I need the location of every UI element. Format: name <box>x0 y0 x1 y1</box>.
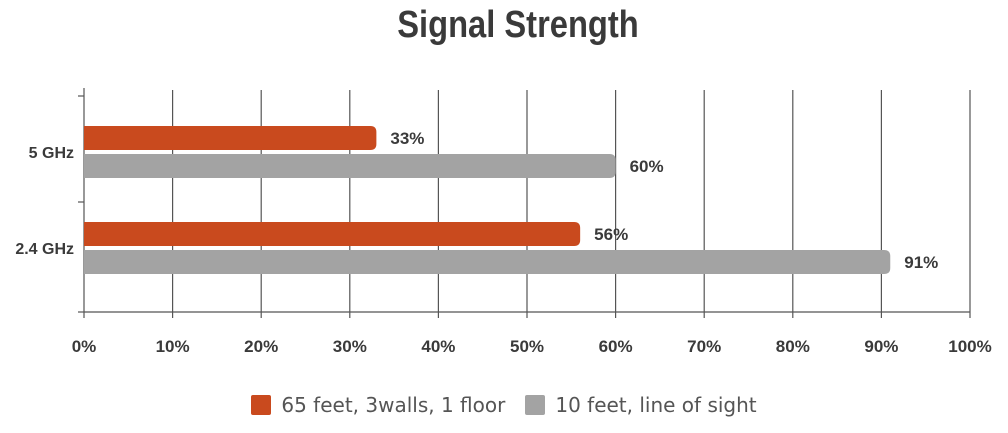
bar <box>84 154 616 178</box>
bar <box>84 222 581 246</box>
legend-item-series-2: 10 feet, line of sight <box>525 393 757 417</box>
data-label: 60% <box>630 157 664 176</box>
data-label: 91% <box>904 253 938 272</box>
x-tick-label: 60% <box>599 337 633 356</box>
x-tick-label: 0% <box>72 337 97 356</box>
legend-swatch-series-1 <box>251 395 272 415</box>
x-tick-label: 100% <box>948 337 991 356</box>
legend-label-series-1: 65 feet, 3walls, 1 floor <box>281 393 506 417</box>
legend-item-series-1: 65 feet, 3walls, 1 floor <box>251 393 505 417</box>
x-tick-label: 50% <box>510 337 544 356</box>
data-label: 33% <box>390 129 424 148</box>
x-tick-label: 40% <box>421 337 455 356</box>
bar <box>84 126 377 150</box>
x-tick-label: 70% <box>687 337 721 356</box>
x-tick-label: 20% <box>244 337 278 356</box>
x-tick-label: 10% <box>156 337 190 356</box>
chart-legend: 65 feet, 3walls, 1 floor 10 feet, line o… <box>0 388 1008 422</box>
chart-title: Signal Strength <box>397 4 639 46</box>
y-tick-label: 2.4 GHz <box>15 241 74 258</box>
x-tick-label: 90% <box>864 337 898 356</box>
data-label: 56% <box>594 225 628 244</box>
y-tick-label: 5 GHz <box>29 145 74 162</box>
x-tick-label: 30% <box>333 337 367 356</box>
x-tick-label: 80% <box>776 337 810 356</box>
bar <box>84 250 891 274</box>
legend-label-series-2: 10 feet, line of sight <box>555 393 757 417</box>
legend-swatch-series-2 <box>525 395 546 415</box>
